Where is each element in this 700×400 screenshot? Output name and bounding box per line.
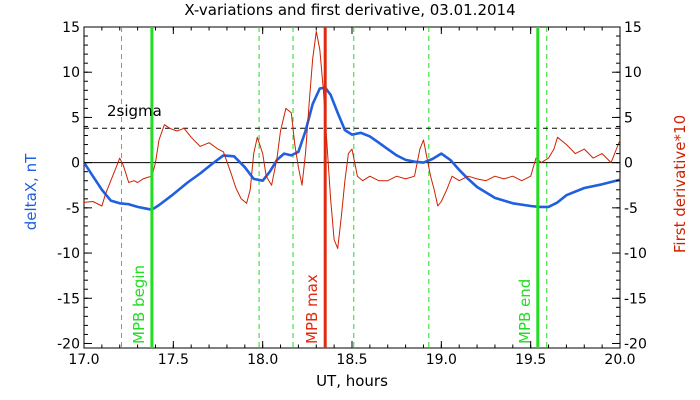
marker-label: MPB end <box>516 279 534 344</box>
x-tick-label: 18.5 <box>336 352 367 368</box>
y-tick-label-left: 10 <box>62 65 80 81</box>
deltax-series-line <box>82 86 621 211</box>
y-tick-label-right: 5 <box>624 110 633 126</box>
x-tick-label: 20.0 <box>604 352 635 368</box>
y-tick-label-right: -10 <box>624 246 647 262</box>
x-tick-label: 18.0 <box>247 352 278 368</box>
x-tick-label: 19.5 <box>515 352 546 368</box>
marker-label: MPB max <box>303 274 321 344</box>
x-tick-label: 19.0 <box>426 352 457 368</box>
marker-label: MPB begin <box>130 265 148 344</box>
y-tick-label-right: 0 <box>624 156 633 172</box>
y-tick-label-left: -10 <box>57 246 80 262</box>
y-tick-label-right: 10 <box>624 65 642 81</box>
y-tick-label-left: -20 <box>57 336 80 352</box>
y-tick-label-left: 0 <box>71 156 80 172</box>
y-tick-label-right: -15 <box>624 291 647 307</box>
y-tick-label-left: -15 <box>57 291 80 307</box>
y-tick-label-right: 15 <box>624 20 642 36</box>
sigma-label: 2sigma <box>107 102 162 120</box>
y-tick-label-left: -5 <box>66 201 80 217</box>
reference-lines <box>84 27 620 348</box>
x-tick-label: 17.0 <box>68 352 99 368</box>
derivative-series-line <box>83 31 621 249</box>
y-axis-label-right: First derivative*10 <box>671 115 689 253</box>
x-tick-label: 17.5 <box>158 352 189 368</box>
y-tick-label-right: -20 <box>624 336 647 352</box>
y-tick-label-right: -5 <box>624 201 638 217</box>
y-tick-label-left: 15 <box>62 20 80 36</box>
plot-frame <box>83 26 621 349</box>
series-layer <box>82 31 621 249</box>
y-axis-label-left: deltaX, nT <box>22 153 40 230</box>
x-axis-label: UT, hours <box>316 372 388 390</box>
chart-title: X-variations and first derivative, 03.01… <box>184 1 515 19</box>
tick-layer: 17.0 17.5 18.0 18.5 19.0 19.5 20.0-20 -20-15 -15… <box>57 20 647 368</box>
y-tick-label-left: 5 <box>71 110 80 126</box>
marker-layer: MPB begin MPB max MPB end <box>130 27 540 348</box>
